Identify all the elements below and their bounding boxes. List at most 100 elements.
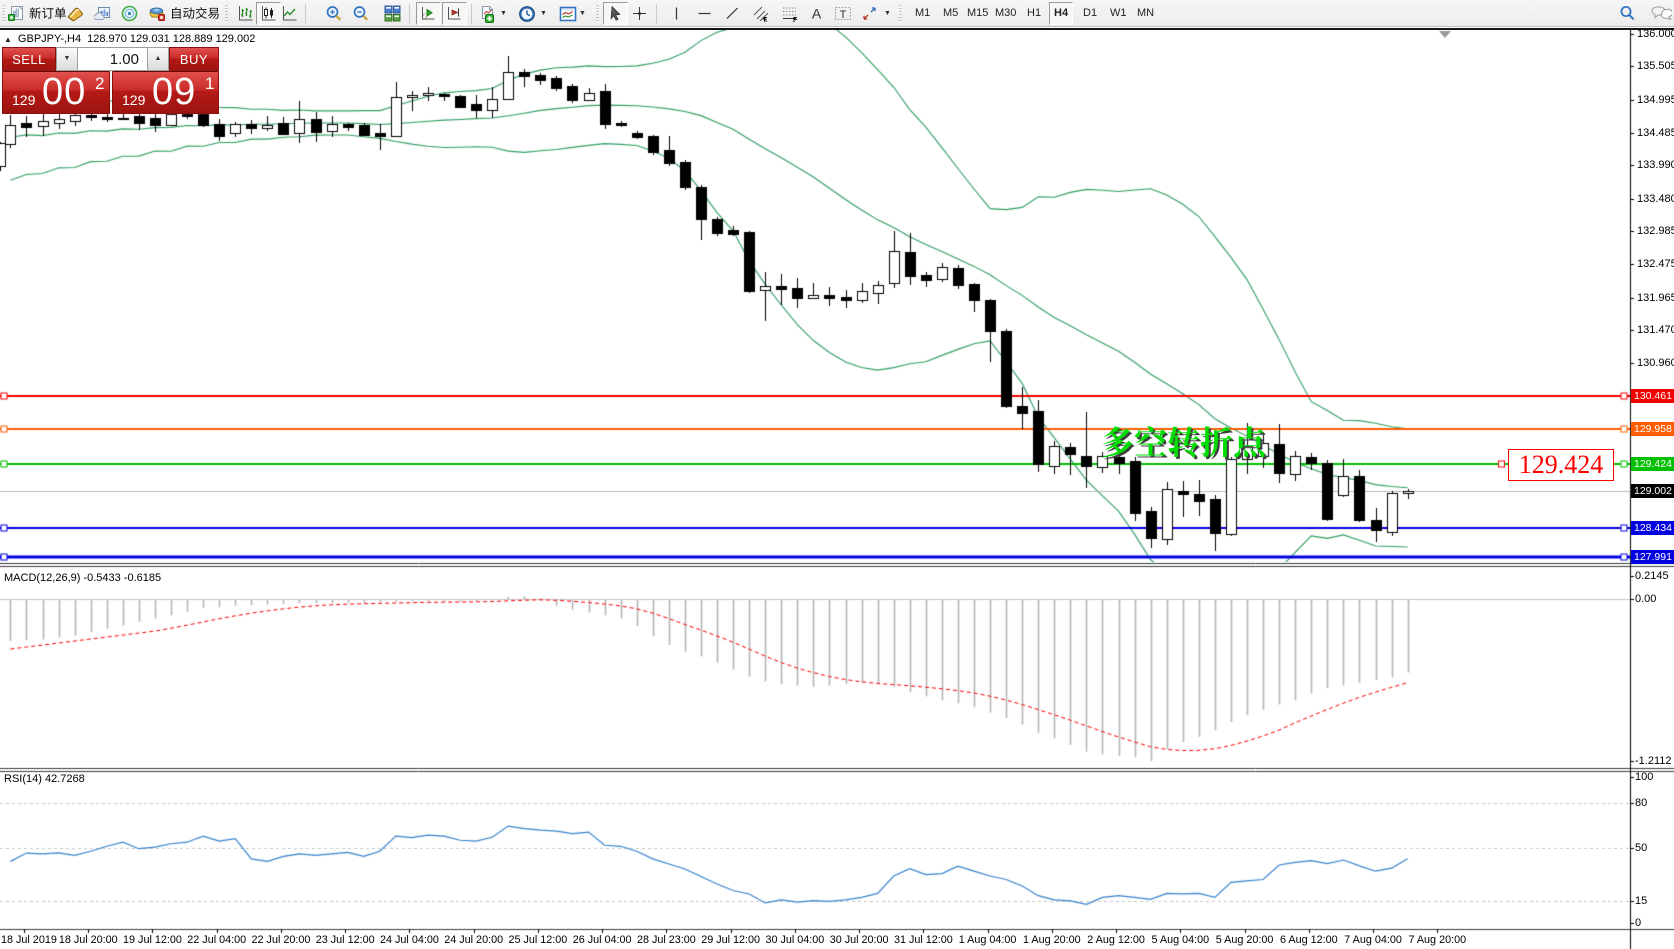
rsi-scale-tick: 50 [1635,841,1648,854]
chart-shift-icon [446,5,463,22]
time-axis-label: 26 Jul 04:00 [572,934,632,946]
buy-price-figure: 129 [122,92,146,108]
arrows-button[interactable] [861,4,878,23]
auto-scroll-button[interactable] [416,2,441,25]
new-order-button-label: 新订单 [29,6,67,21]
toolbar-grip [225,5,228,23]
vline-button[interactable] [668,4,685,23]
trendline-button[interactable] [724,4,741,23]
text-button[interactable]: A [808,4,825,23]
toolbar-grip [2,5,5,23]
price-level-label: 129.958 [1631,421,1674,436]
time-axis-label: 5 Aug 20:00 [1215,934,1274,946]
dropdown-caret[interactable]: ▼ [884,4,891,23]
chat-icon[interactable] [1650,4,1672,23]
crosshair-button[interactable] [631,4,648,23]
timeframe-button-MN[interactable]: MN [1137,7,1155,19]
time-axis-label: 7 Aug 04:00 [1344,934,1402,946]
fibonacci-button[interactable]: F [781,4,799,23]
time-axis-label: 30 Jul 20:00 [829,934,889,946]
time-axis-label: 6 Aug 12:00 [1279,934,1338,946]
rsi-scale-tick: 80 [1635,796,1648,809]
cursor-button[interactable] [603,2,628,25]
one-click-trading-panel: SELL ▼ 1.00 ▲ BUY 129 00 2 129 09 1 [2,47,219,114]
buy-price-button[interactable]: 129 09 1 [112,71,219,114]
buy-price-pips: 09 [152,71,197,113]
buy-button[interactable]: BUY [169,47,219,71]
signals-icon[interactable] [121,4,138,23]
label-icon: T [834,5,852,22]
push-notification-icon[interactable] [66,4,84,23]
timeframe-button-D1[interactable]: D1 [1083,7,1098,19]
zoom-in-icon [325,5,343,23]
candle-chart-button[interactable] [256,2,281,25]
timeframe-button-H1[interactable]: H1 [1027,7,1042,19]
zoom-in-button[interactable] [325,4,343,23]
volume-input[interactable]: 1.00 [78,47,147,71]
svg-text:A: A [812,6,822,22]
search-icon[interactable] [1618,4,1637,23]
macd-scale-tick: 0.2145 [1635,570,1669,582]
book-icon [66,6,84,22]
time-axis-label: 29 Jul 12:00 [701,934,761,946]
cursor-icon [607,5,624,22]
dropdown-caret-icon: ▼ [884,10,891,17]
new-order-button[interactable]: 新订单 [8,4,67,23]
zoom-out-icon [352,5,370,23]
chart-symbol-period: GBPJPY-,H4 [17,33,82,45]
channel-button[interactable]: E [752,4,770,23]
time-axis-label: 2 Aug 12:00 [1087,934,1145,946]
price-level-label: 128.434 [1631,521,1674,536]
dropdown-caret-icon: ▼ [579,10,586,17]
timeframe-button-W1[interactable]: W1 [1110,7,1127,19]
hline-icon [696,5,713,22]
time-axis-label: 22 Jul 04:00 [187,934,247,946]
price-callout-label[interactable]: 129.424 [1508,449,1614,481]
time-axis-label: 1 Aug 04:00 [958,934,1017,946]
dropdown-caret[interactable]: ▼ [540,4,547,23]
time-axis-label: 23 Jul 12:00 [315,934,375,946]
zoom-out-button[interactable] [352,4,370,23]
price-scale-tick: 131.965 [1637,291,1674,304]
tile-windows-button[interactable] [384,4,401,23]
bar-chart-button[interactable] [237,4,254,23]
timeframe-button-M30[interactable]: M30 [995,7,1017,19]
toolbar-separator [409,4,410,24]
hline-button[interactable] [696,4,713,23]
price-scale-tick: 130.960 [1637,357,1674,370]
sell-button[interactable]: SELL [2,47,56,71]
timeframe-button-M1[interactable]: M1 [915,7,931,19]
toolbar-grip [596,5,599,23]
timeframe-button-H4[interactable]: H4 [1049,2,1074,25]
template-icon [559,6,577,22]
volume-decrease-button[interactable]: ▼ [56,47,78,71]
indicators-button[interactable] [478,4,496,23]
line-chart-button[interactable] [281,4,298,23]
toolbar: 新订单 自动交易 ▼ ▼ ▼ E F A T ▼ M1 M5 M15 M30 H1 H4 D1 W1 MN [0,0,1674,27]
chart-shift-button[interactable] [442,2,467,25]
time-axis-label: 24 Jul 04:00 [380,934,439,946]
sell-price-figure: 129 [12,92,36,108]
time-axis-label: 18 Jul 2019 [1,934,57,946]
price-level-label: 127.991 [1631,550,1674,565]
dropdown-caret-icon: ▼ [540,10,547,17]
dropdown-caret[interactable]: ▼ [579,4,586,23]
volume-increase-button[interactable]: ▲ [147,47,169,71]
label-button[interactable]: T [834,4,852,23]
chart-window: ▲ GBPJPY-,H4 128.970 129.031 128.889 129… [0,28,1674,949]
timeframe-button-M5[interactable]: M5 [943,7,959,19]
collapse-panel-icon[interactable]: ▲ [4,34,12,44]
price-scale-tick: 133.990 [1637,159,1674,172]
toolbar-separator [471,4,472,24]
timeframe-button-M15[interactable]: M15 [967,7,989,19]
dropdown-caret[interactable]: ▼ [500,4,507,23]
autotrading-button-label: 自动交易 [170,6,220,21]
price-chart-canvas[interactable] [0,30,1674,949]
time-axis-label: 30 Jul 04:00 [765,934,825,946]
autotrading-button[interactable]: 自动交易 [147,4,220,23]
market-watch-icon[interactable] [94,4,112,23]
sell-price-button[interactable]: 129 00 2 [2,71,110,114]
templates-button[interactable] [559,4,577,23]
periods-button[interactable] [518,4,536,23]
price-scale-tick: 133.480 [1637,192,1674,205]
